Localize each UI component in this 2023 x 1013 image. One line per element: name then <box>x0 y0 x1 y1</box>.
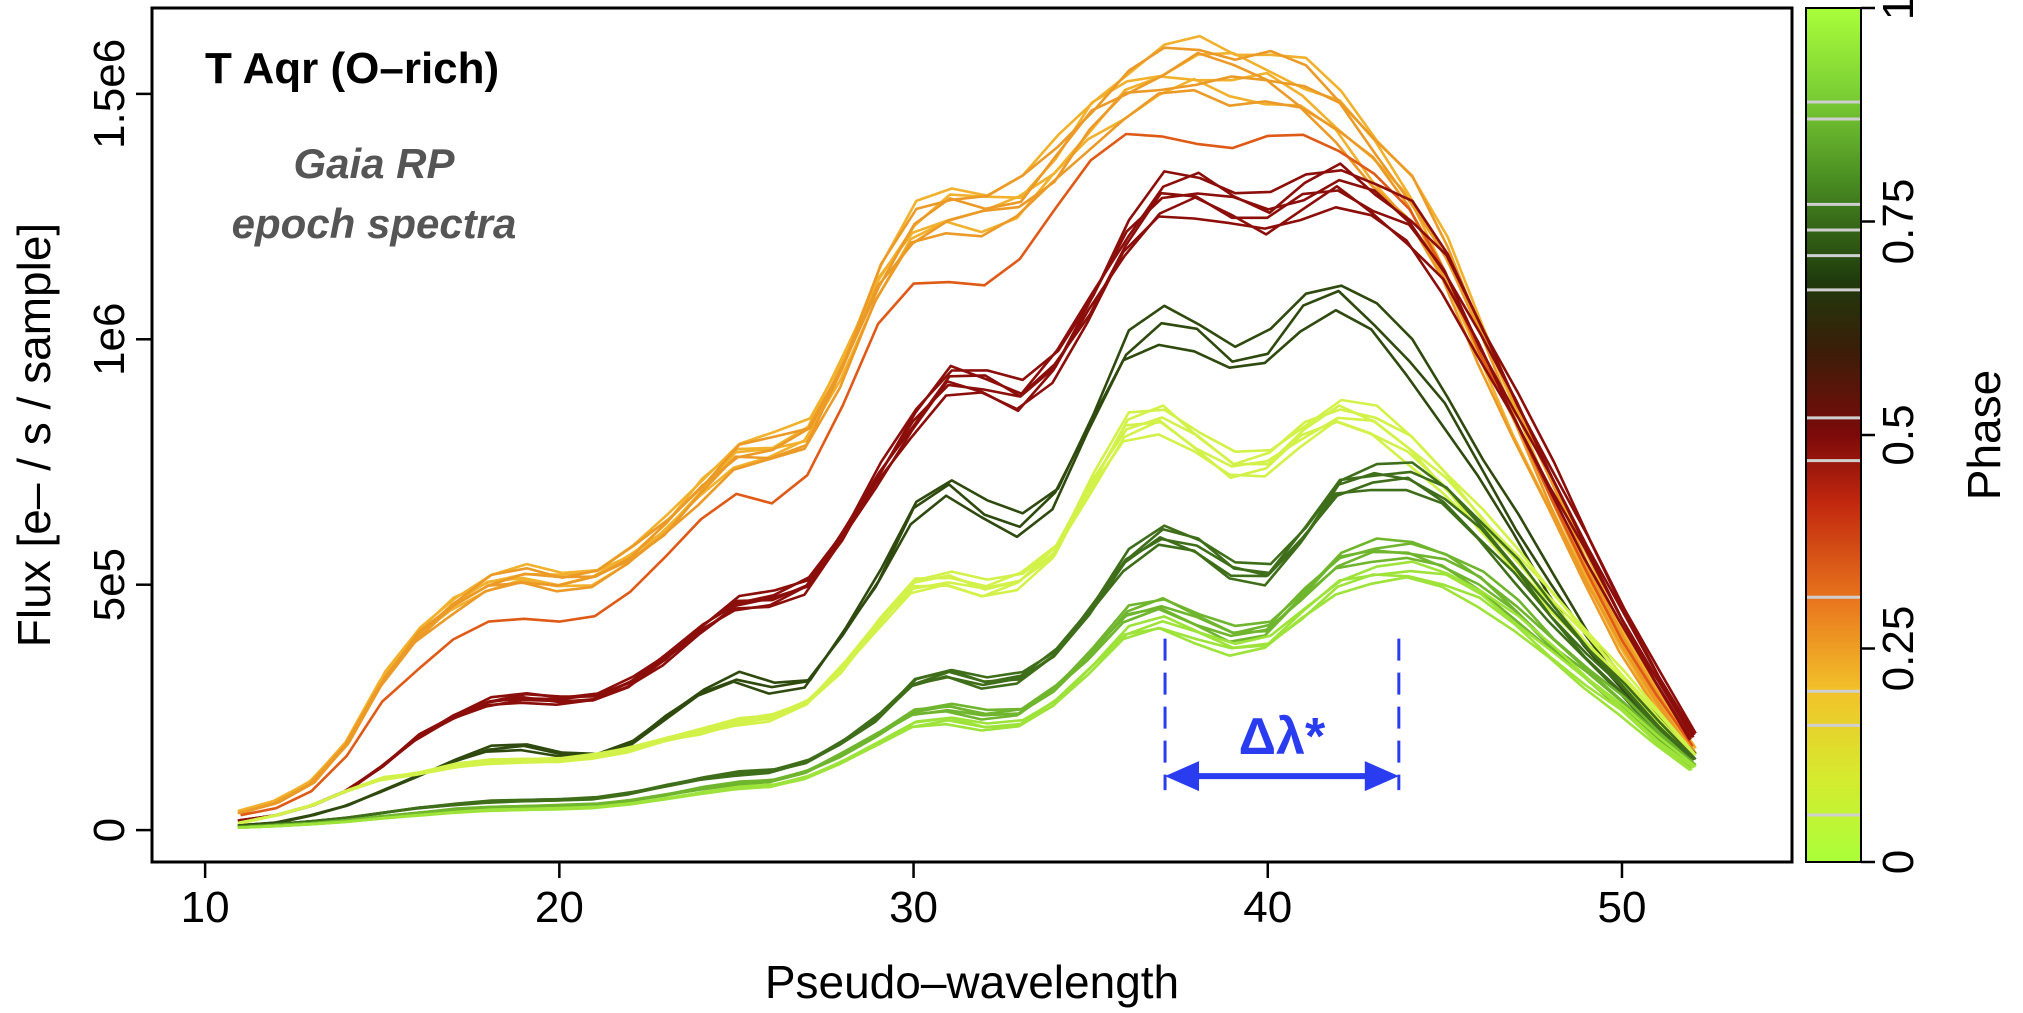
subtitle-line-1: Gaia RP <box>293 140 455 187</box>
plot-background <box>152 8 1792 862</box>
annotation-label: Δλ* <box>1239 708 1326 766</box>
series-lines <box>237 34 1697 829</box>
colorbar-tick-label: 0.75 <box>1874 179 1923 265</box>
series-line <box>243 398 1697 824</box>
colorbar-tick-label: 0.25 <box>1874 606 1923 692</box>
x-tick-label: 10 <box>181 883 230 932</box>
y-tick-label: 1.5e6 <box>85 39 134 149</box>
x-tick-label: 30 <box>889 883 938 932</box>
chart-title: T Aqr (O–rich) <box>205 44 499 93</box>
colorbar-label: Phase <box>1958 370 2010 500</box>
y-tick-label: 5e5 <box>85 548 134 621</box>
annotation-arrowhead-right <box>1364 761 1399 792</box>
delta-lambda-annotation: Δλ* <box>1163 638 1401 792</box>
y-tick-label: 1e6 <box>85 303 134 376</box>
colorbar-epoch-marks <box>1806 100 1861 817</box>
series-line <box>243 461 1697 828</box>
series-line <box>241 51 1695 815</box>
colorbar-tick-label: 0.5 <box>1874 404 1923 465</box>
y-tick-label: 0 <box>85 818 134 842</box>
colorbar-axis: 0 0.25 0.5 0.75 1 <box>1861 0 1923 874</box>
series-line <box>243 46 1697 814</box>
annotation-arrowhead-left <box>1165 761 1200 792</box>
x-axis: 10 20 30 40 50 <box>181 862 1647 932</box>
x-tick-label: 20 <box>535 883 584 932</box>
phase-colorbar: 0 0.25 0.5 0.75 1 Phase <box>1805 0 2010 874</box>
series-line <box>243 560 1697 829</box>
colorbar-fill <box>1806 8 1861 862</box>
series-line <box>243 537 1697 829</box>
x-tick-label: 40 <box>1243 883 1292 932</box>
series-line <box>240 289 1694 827</box>
x-axis-label: Pseudo–wavelength <box>765 956 1179 1008</box>
y-axis: 0 5e5 1e6 1.5e6 <box>85 39 152 842</box>
subtitle-line-2: epoch spectra <box>232 200 517 247</box>
y-axis-label: Flux [e– / s / sample] <box>8 223 60 647</box>
series-line <box>243 284 1697 827</box>
colorbar-tick-label: 1 <box>1874 0 1923 20</box>
series-line <box>243 169 1697 822</box>
series-line <box>237 88 1692 815</box>
plot-frame <box>150 6 1794 864</box>
x-tick-label: 50 <box>1598 883 1647 932</box>
colorbar-tick-label: 0 <box>1874 850 1923 874</box>
